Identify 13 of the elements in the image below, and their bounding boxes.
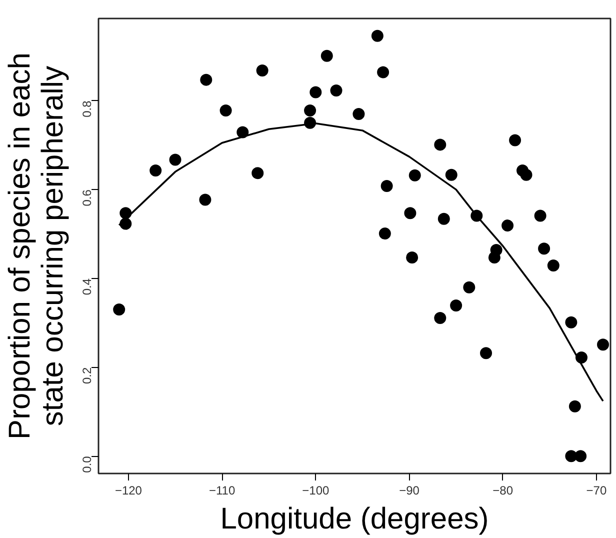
x-tick-label: −100 — [302, 484, 330, 498]
y-tick-label: 0.2 — [80, 366, 94, 384]
y-tick-label: 0.4 — [80, 278, 94, 296]
x-tick-label: −120 — [114, 484, 142, 498]
x-tick-label: −90 — [399, 484, 420, 498]
x-tick-label: −70 — [586, 484, 607, 498]
y-tick-label: 0.6 — [80, 189, 94, 206]
y-tick-label: 0.0 — [80, 456, 94, 473]
x-tick-label: −110 — [208, 484, 236, 498]
x-axis-title: Longitude (degrees) — [220, 502, 489, 536]
x-tick-label: −80 — [492, 484, 514, 498]
y-tick-label: 0.8 — [80, 100, 94, 118]
y-axis-title: Proportion of species in each state occurring peripherally — [4, 52, 70, 440]
